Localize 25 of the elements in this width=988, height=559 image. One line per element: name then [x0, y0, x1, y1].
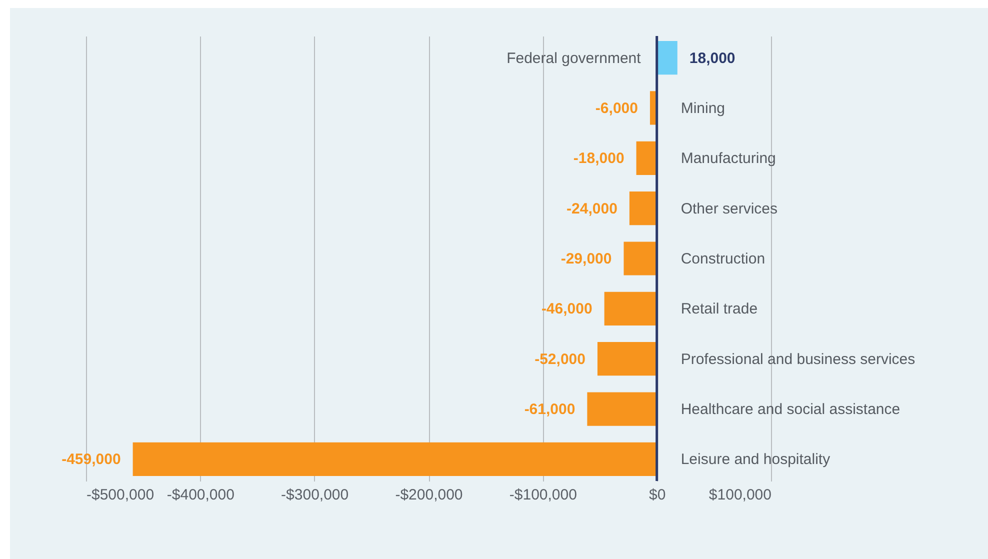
x-tick-label: -$200,000	[395, 486, 463, 504]
x-tick-label: $100,000	[708, 486, 772, 504]
y-tick-label: Construction	[680, 250, 766, 268]
y-tick-label: Mining	[680, 100, 726, 117]
data-label: -29,000	[560, 250, 612, 268]
x-tick-label: -$500,000	[86, 486, 154, 504]
data-label: -459,000	[62, 451, 121, 468]
y-tick-label: Professional and business services	[680, 350, 916, 368]
y-tick-label: Other services	[680, 200, 778, 218]
y-tick-label: Retail trade	[680, 300, 758, 318]
data-label: 18,000	[689, 50, 736, 67]
y-tick-label: Manufacturing	[680, 150, 776, 168]
x-tick-label: $0	[648, 486, 666, 504]
data-label: -52,000	[534, 350, 586, 368]
y-tick-label: Federal government	[506, 50, 642, 67]
data-label: -46,000	[541, 300, 592, 318]
x-tick-label: -$300,000	[281, 486, 349, 504]
y-tick-label: Leisure and hospitality	[680, 451, 831, 468]
x-tick-label: -$100,000	[509, 486, 577, 504]
y-tick-label: Healthcare and social assistance	[680, 401, 900, 418]
data-label: -24,000	[566, 200, 618, 218]
data-label: -6,000	[595, 100, 638, 117]
data-label: -61,000	[524, 401, 576, 418]
x-tick-label: -$400,000	[166, 486, 234, 504]
data-label: -18,000	[573, 150, 624, 168]
